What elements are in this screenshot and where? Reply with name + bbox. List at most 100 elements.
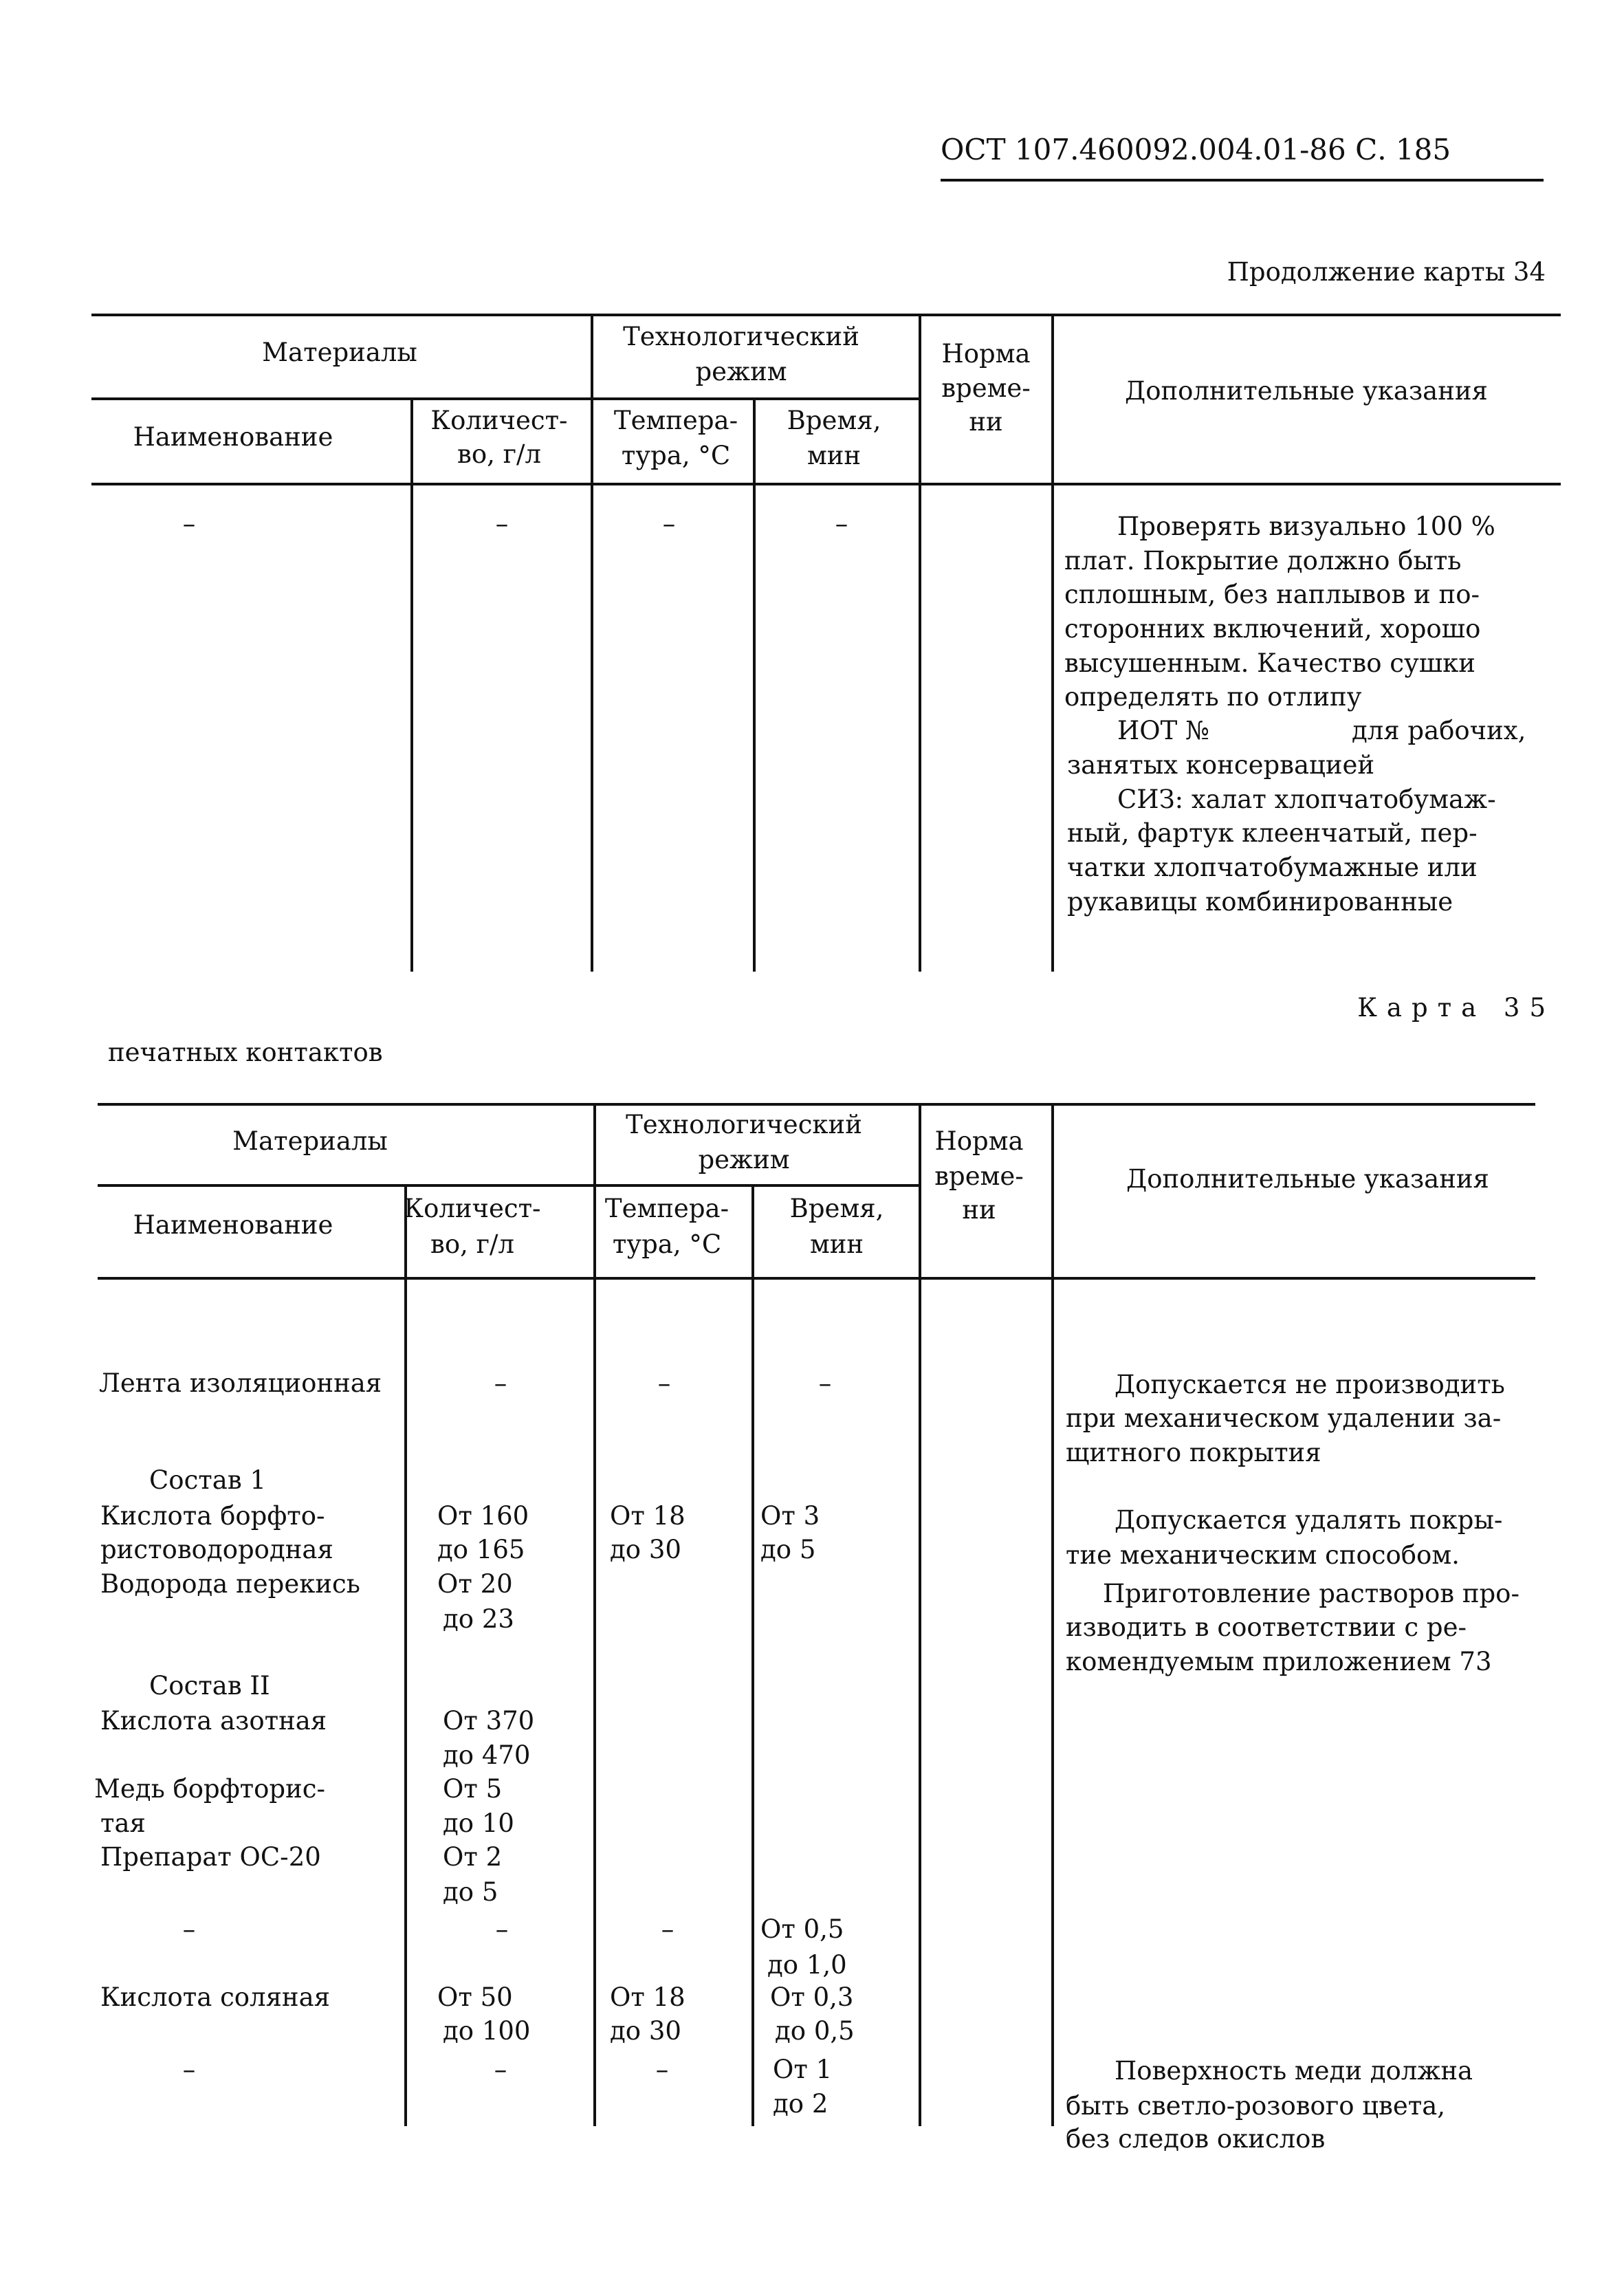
note-line: Приготовление растворов про- — [1103, 1579, 1519, 1608]
temp-value: – — [661, 1914, 674, 1944]
col-time: Время, — [789, 1194, 884, 1223]
cell-name: – — [182, 509, 196, 538]
composition-label: Состав 1 — [149, 1465, 266, 1495]
col-time: Время, — [787, 406, 881, 435]
note-line: быть светло-розового цвета, — [1066, 2091, 1446, 2121]
qty-value: до 165 — [437, 1535, 525, 1564]
card34-caption: Продолжение карты 34 — [1227, 257, 1546, 287]
material-name: Кислота азотная — [100, 1706, 327, 1736]
qty-value: От 5 — [443, 1774, 503, 1804]
material-name: – — [182, 1914, 196, 1944]
note-line: Проверять визуально 100 % — [1117, 512, 1495, 541]
temp-value: От 18 — [610, 1982, 685, 2012]
qty-value: – — [494, 1368, 507, 1398]
qty-value: От 50 — [437, 1982, 513, 2012]
time-value: до 2 — [773, 2089, 829, 2119]
qty-value: до 470 — [443, 1740, 531, 1770]
col-norm: Норма — [941, 339, 1031, 369]
note-line: Допускается не производить — [1115, 1370, 1505, 1399]
time-value: до 0,5 — [775, 2016, 855, 2046]
material-name: Кислота соляная — [100, 1982, 330, 2012]
note-line: при механическом удалении за- — [1066, 1403, 1502, 1433]
col-qty: Количест- — [430, 406, 568, 435]
note-line: сторонних включений, хорошо — [1064, 614, 1481, 644]
col-time: мин — [806, 441, 862, 470]
col-temp: тура, °С — [621, 441, 731, 470]
note-line: щитного покрытия — [1066, 1438, 1321, 1467]
time-value: От 0,5 — [760, 1914, 844, 1944]
qty-value: От 20 — [437, 1569, 513, 1599]
qty-value: От 160 — [437, 1501, 529, 1531]
col-norm: ни — [962, 1195, 996, 1225]
col-temp: Темпера- — [604, 1194, 729, 1223]
col-mode: режим — [695, 357, 787, 386]
temp-value: – — [657, 1368, 671, 1398]
col-materials: Материалы — [232, 1126, 388, 1156]
col-temp: Темпера- — [613, 406, 738, 435]
note-line: Поверхность меди должна — [1115, 2056, 1473, 2086]
col-materials: Материалы — [262, 338, 417, 367]
time-value: От 1 — [773, 2055, 833, 2084]
col-qty: Количест- — [404, 1194, 541, 1223]
col-mode: Технологический — [623, 322, 859, 351]
col-notes: Дополнительные указания — [1125, 376, 1488, 406]
note-line: сплошным, без наплывов и по- — [1064, 580, 1480, 609]
note-line: плат. Покрытие должно быть — [1064, 546, 1462, 576]
qty-value: до 23 — [443, 1604, 514, 1634]
temp-value: – — [655, 2055, 669, 2084]
temp-value: От 18 — [610, 1501, 685, 1531]
note-line: для рабочих, — [1352, 716, 1526, 745]
time-value: до 5 — [760, 1535, 816, 1564]
qty-value: до 5 — [443, 1877, 498, 1907]
document-code: ОСТ 107.460092.004.01-86 С. 185 — [941, 133, 1451, 166]
qty-value: – — [494, 2055, 507, 2084]
col-name: Наименование — [133, 422, 333, 452]
material-name: – — [182, 2055, 196, 2084]
col-norm: ни — [969, 407, 1003, 437]
temp-value: до 30 — [610, 2016, 681, 2046]
composition-label: Состав II — [149, 1671, 270, 1701]
temp-value: до 30 — [610, 1535, 681, 1564]
qty-value: до 100 — [443, 2016, 531, 2046]
col-norm: време- — [934, 1161, 1024, 1191]
cell-time: – — [835, 509, 848, 538]
qty-value: От 2 — [443, 1842, 503, 1872]
note-line: ный, фартук клеенчатый, пер- — [1067, 818, 1478, 848]
cell-temp: – — [662, 509, 676, 538]
material-name: Медь борфторис- — [94, 1774, 325, 1804]
qty-value: От 370 — [443, 1706, 535, 1736]
col-name: Наименование — [133, 1210, 333, 1240]
material-name: Препарат ОС-20 — [100, 1842, 321, 1872]
note-line: рукавицы комбинированные — [1067, 887, 1453, 917]
note-line: без следов окислов — [1066, 2124, 1326, 2154]
col-notes: Дополнительные указания — [1126, 1164, 1489, 1194]
col-qty: во, г/л — [457, 439, 541, 469]
col-time: мин — [809, 1229, 864, 1259]
note-line: высушенным. Качество сушки — [1064, 648, 1475, 678]
material-name: ристоводородная — [100, 1535, 333, 1564]
note-line: занятых консервацией — [1067, 750, 1375, 780]
note-line: изводить в соответствии с ре- — [1066, 1612, 1467, 1642]
material-name: Лента изоляционная — [99, 1368, 382, 1398]
note-line: ИОТ № — [1117, 716, 1210, 745]
note-line: комендуемым приложением 73 — [1066, 1647, 1492, 1676]
col-norm: време- — [941, 373, 1031, 403]
material-name: Кислота борфто- — [100, 1501, 325, 1531]
card35-subtitle: печатных контактов — [108, 1038, 383, 1067]
col-qty: во, г/л — [430, 1229, 514, 1259]
note-line: тие механическим способом. — [1066, 1540, 1460, 1570]
time-value: От 3 — [760, 1501, 820, 1531]
time-value: до 1,0 — [767, 1950, 847, 1980]
time-value: – — [818, 1368, 832, 1398]
card35-caption: Карта 35 — [1357, 993, 1555, 1023]
material-name: Водорода перекись — [100, 1569, 360, 1599]
col-temp: тура, °С — [612, 1229, 722, 1259]
note-line: Допускается удалять покры- — [1115, 1505, 1503, 1535]
cell-qty: – — [495, 509, 509, 538]
qty-value: до 10 — [443, 1808, 514, 1838]
time-value: От 0,3 — [770, 1982, 854, 2012]
col-mode: режим — [698, 1145, 790, 1174]
note-line: определять по отлипу — [1064, 682, 1362, 712]
col-norm: Норма — [934, 1126, 1024, 1156]
note-line: чатки хлопчатобумажные или — [1067, 853, 1478, 882]
